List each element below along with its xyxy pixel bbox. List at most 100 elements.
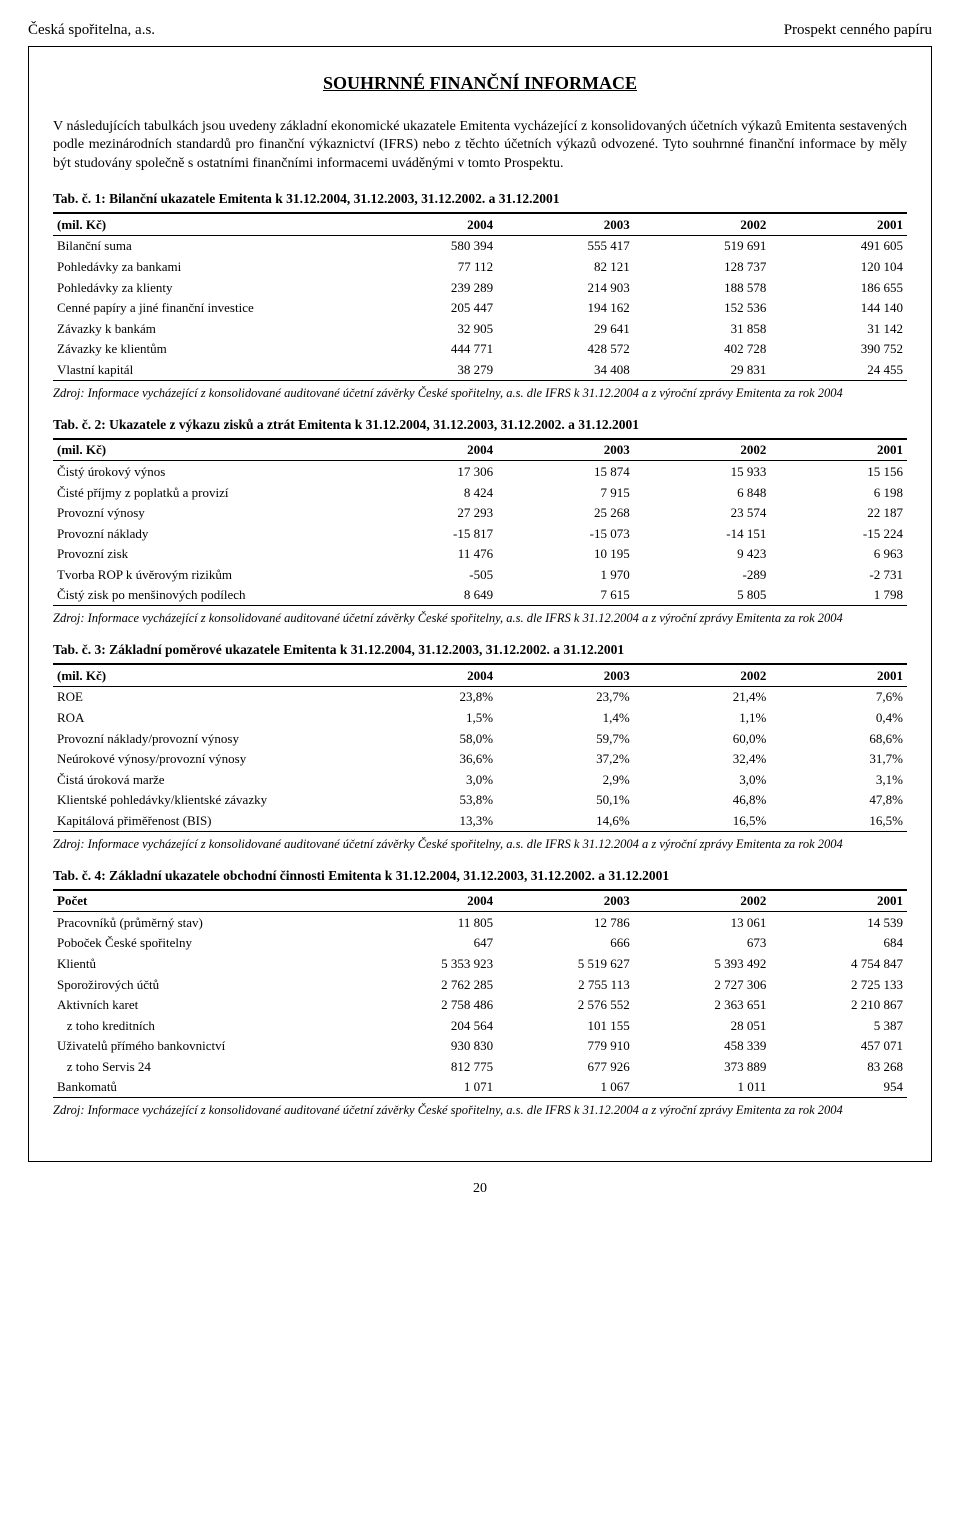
table-cell: 15 933 <box>634 461 771 482</box>
table-row: Provozní zisk11 47610 1959 4236 963 <box>53 544 907 565</box>
table-cell: 3,0% <box>360 769 497 790</box>
table-cell: 930 830 <box>360 1036 497 1057</box>
table-cell: Pohledávky za bankami <box>53 257 360 278</box>
table4-caption: Tab. č. 4: Základní ukazatele obchodní č… <box>53 867 907 885</box>
table-row: Klientské pohledávky/klientské závazky53… <box>53 790 907 811</box>
table-cell: 779 910 <box>497 1036 634 1057</box>
table-cell: -14 151 <box>634 523 771 544</box>
table1-caption: Tab. č. 1: Bilanční ukazatele Emitenta k… <box>53 190 907 208</box>
table-cell: Provozní zisk <box>53 544 360 565</box>
table-cell: 50,1% <box>497 790 634 811</box>
table-row: Provozní náklady/provozní výnosy58,0%59,… <box>53 728 907 749</box>
table-header-cell: 2003 <box>497 664 634 686</box>
table-row: z toho kreditních204 564101 15528 0515 3… <box>53 1015 907 1036</box>
table-cell: 60,0% <box>634 728 771 749</box>
table-cell: 812 775 <box>360 1056 497 1077</box>
table-row: Klientů5 353 9235 519 6275 393 4924 754 … <box>53 953 907 974</box>
table-cell: 205 447 <box>360 298 497 319</box>
table-cell: 58,0% <box>360 728 497 749</box>
table-cell: 677 926 <box>497 1056 634 1077</box>
table-cell: 77 112 <box>360 257 497 278</box>
table-cell: Poboček České spořitelny <box>53 933 360 954</box>
table-cell: Sporožirových účtů <box>53 974 360 995</box>
table-header-cell: (mil. Kč) <box>53 439 360 461</box>
table-cell: 373 889 <box>634 1056 771 1077</box>
table-cell: 12 786 <box>497 912 634 933</box>
table3: (mil. Kč)2004200320022001 ROE23,8%23,7%2… <box>53 663 907 831</box>
table-header-cell: 2001 <box>770 439 907 461</box>
table-header-cell: 2002 <box>634 213 771 235</box>
table-row: Tvorba ROP k úvěrovým rizikům-5051 970-2… <box>53 564 907 585</box>
table-cell: Pracovníků (průměrný stav) <box>53 912 360 933</box>
table4-source: Zdroj: Informace vycházející z konsolido… <box>53 1102 907 1119</box>
table-row: ROE23,8%23,7%21,4%7,6% <box>53 686 907 707</box>
table-cell: 32,4% <box>634 749 771 770</box>
table-cell: 29 641 <box>497 318 634 339</box>
table-header-cell: 2003 <box>497 439 634 461</box>
table-cell: 647 <box>360 933 497 954</box>
table-cell: 6 848 <box>634 482 771 503</box>
table-cell: 444 771 <box>360 339 497 360</box>
table-cell: 21,4% <box>634 686 771 707</box>
table-row: Kapitálová přiměřenost (BIS)13,3%14,6%16… <box>53 810 907 831</box>
table-cell: 666 <box>497 933 634 954</box>
table-cell: 82 121 <box>497 257 634 278</box>
table-cell: 9 423 <box>634 544 771 565</box>
table-header-cell: 2001 <box>770 890 907 912</box>
table-header-row: (mil. Kč)2004200320022001 <box>53 213 907 235</box>
table-cell: 16,5% <box>770 810 907 831</box>
table-header-cell: 2002 <box>634 890 771 912</box>
page-title: SOUHRNNÉ FINANČNÍ INFORMACE <box>53 71 907 95</box>
table-row: Pohledávky za klienty239 289214 903188 5… <box>53 277 907 298</box>
table-cell: 23 574 <box>634 503 771 524</box>
table-cell: 47,8% <box>770 790 907 811</box>
table-cell: 59,7% <box>497 728 634 749</box>
table-cell: ROE <box>53 686 360 707</box>
table-row: z toho Servis 24812 775677 926373 88983 … <box>53 1056 907 1077</box>
table-row: Uživatelů přímého bankovnictví930 830779… <box>53 1036 907 1057</box>
table-cell: -15 817 <box>360 523 497 544</box>
content-frame: SOUHRNNÉ FINANČNÍ INFORMACE V následujíc… <box>28 46 932 1162</box>
table-cell: 53,8% <box>360 790 497 811</box>
table-cell: 519 691 <box>634 235 771 256</box>
table-cell: 15 156 <box>770 461 907 482</box>
table-cell: Klientů <box>53 953 360 974</box>
table-cell: 1 798 <box>770 585 907 606</box>
table-header-row: (mil. Kč)2004200320022001 <box>53 664 907 686</box>
table-header-cell: (mil. Kč) <box>53 664 360 686</box>
table-cell: 0,4% <box>770 707 907 728</box>
table-cell: 5 519 627 <box>497 953 634 974</box>
table-cell: 186 655 <box>770 277 907 298</box>
table-header-cell: 2004 <box>360 890 497 912</box>
table2: (mil. Kč)2004200320022001 Čistý úrokový … <box>53 438 907 606</box>
table-cell: 3,1% <box>770 769 907 790</box>
table-row: Poboček České spořitelny647666673684 <box>53 933 907 954</box>
table-cell: 7,6% <box>770 686 907 707</box>
table-cell: Tvorba ROP k úvěrovým rizikům <box>53 564 360 585</box>
table-row: Provozní náklady-15 817-15 073-14 151-15… <box>53 523 907 544</box>
table-cell: 2 755 113 <box>497 974 634 995</box>
table-cell: Závazky k bankám <box>53 318 360 339</box>
table-row: ROA1,5%1,4%1,1%0,4% <box>53 707 907 728</box>
table-cell: Čisté příjmy z poplatků a provizí <box>53 482 360 503</box>
table-cell: Cenné papíry a jiné finanční investice <box>53 298 360 319</box>
table-cell: 491 605 <box>770 235 907 256</box>
table-header-row: Počet2004200320022001 <box>53 890 907 912</box>
table-cell: 6 198 <box>770 482 907 503</box>
table-cell: -2 731 <box>770 564 907 585</box>
table-cell: 6 963 <box>770 544 907 565</box>
table-cell: 673 <box>634 933 771 954</box>
table-cell: 36,6% <box>360 749 497 770</box>
table-row: Vlastní kapitál38 27934 40829 83124 455 <box>53 359 907 380</box>
table-cell: 1,5% <box>360 707 497 728</box>
table-row: Provozní výnosy27 29325 26823 57422 187 <box>53 503 907 524</box>
table-cell: 152 536 <box>634 298 771 319</box>
table-cell: 1 011 <box>634 1077 771 1098</box>
table-cell: 32 905 <box>360 318 497 339</box>
table-cell: 28 051 <box>634 1015 771 1036</box>
table-cell: 1 067 <box>497 1077 634 1098</box>
table-cell: Kapitálová přiměřenost (BIS) <box>53 810 360 831</box>
table-cell: 204 564 <box>360 1015 497 1036</box>
table-cell: 13,3% <box>360 810 497 831</box>
table-cell: 214 903 <box>497 277 634 298</box>
